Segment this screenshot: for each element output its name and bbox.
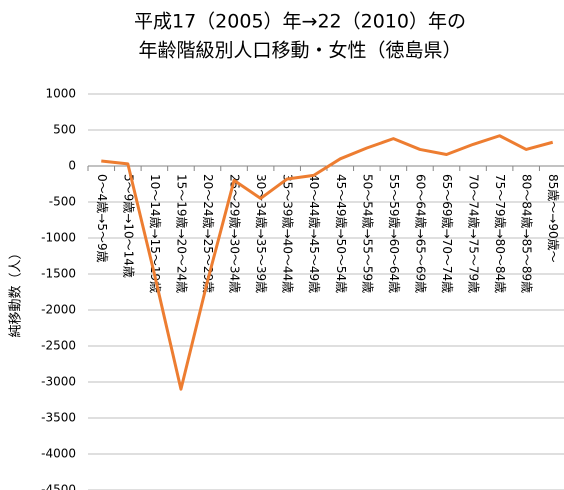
x-tick-label: 25～29歳→30～34歳 [228, 174, 242, 293]
x-tick-label: 30～34歳→35～39歳 [254, 174, 268, 293]
y-axis-label: 純移動数（人） [9, 246, 24, 337]
y-tick-label: -1500 [41, 267, 76, 281]
y-tick-label: -2500 [41, 339, 76, 353]
x-tick-label: 40～44歳→45～49歳 [307, 174, 321, 293]
y-tick-label: -1000 [41, 231, 76, 245]
y-tick-label: 1000 [45, 87, 76, 101]
x-tick-label: 35～39歳→40～44歳 [281, 174, 295, 293]
chart-title: 平成17（2005）年→22（2010）年の [134, 11, 466, 33]
x-tick-label: 0～4歳→5～9歳 [95, 174, 109, 263]
y-tick-label: -3500 [41, 411, 76, 425]
x-tick-label: 5～9歳→10～14歳 [121, 174, 135, 278]
y-tick-label: -4500 [41, 483, 76, 490]
x-tick-label: 80～84歳→85～89歳 [520, 174, 534, 293]
x-tick-label: 85歳～→90歳～ [546, 174, 560, 263]
y-tick-label: 0 [68, 159, 76, 173]
y-tick-label: -4000 [41, 447, 76, 461]
y-tick-label: -3000 [41, 375, 76, 389]
x-tick-label: 45～49歳→50～54歳 [334, 174, 348, 293]
x-tick-label: 55～59歳→60～64歳 [387, 174, 401, 293]
x-tick-label: 70～74歳→75～79歳 [467, 174, 481, 293]
chart-title: 年齢階級別人口移動・女性（徳島県） [138, 40, 461, 62]
x-tick-label: 50～54歳→55～59歳 [360, 174, 374, 293]
x-tick-label: 75～79歳→80～84歳 [493, 174, 507, 293]
x-tick-label: 60～64歳→65～69歳 [413, 174, 427, 293]
data-line [101, 134, 554, 391]
x-tick-label: 15～19歳→20～24歳 [174, 174, 188, 293]
y-tick-label: -2000 [41, 303, 76, 317]
x-tick-label: 65～69歳→70～74歳 [440, 174, 454, 293]
y-tick-label: 500 [53, 123, 76, 137]
y-tick-label: -500 [49, 195, 76, 209]
